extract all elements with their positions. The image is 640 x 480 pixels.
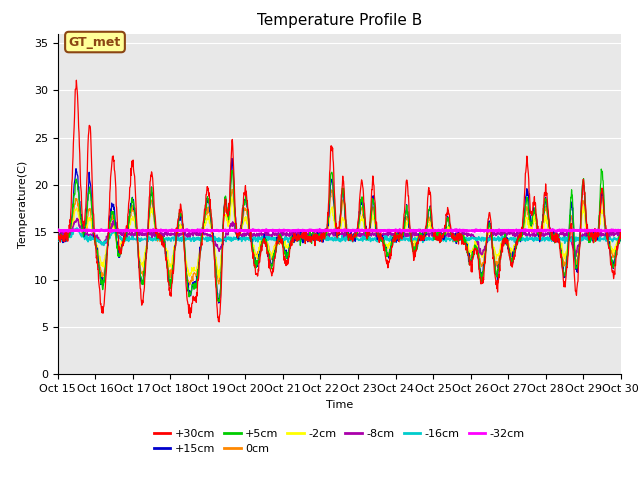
X-axis label: Time: Time — [326, 400, 353, 409]
Text: GT_met: GT_met — [69, 36, 121, 48]
Title: Temperature Profile B: Temperature Profile B — [257, 13, 422, 28]
Y-axis label: Temperature(C): Temperature(C) — [18, 160, 28, 248]
Legend: +30cm, +15cm, +5cm, 0cm, -2cm, -8cm, -16cm, -32cm: +30cm, +15cm, +5cm, 0cm, -2cm, -8cm, -16… — [149, 424, 529, 459]
